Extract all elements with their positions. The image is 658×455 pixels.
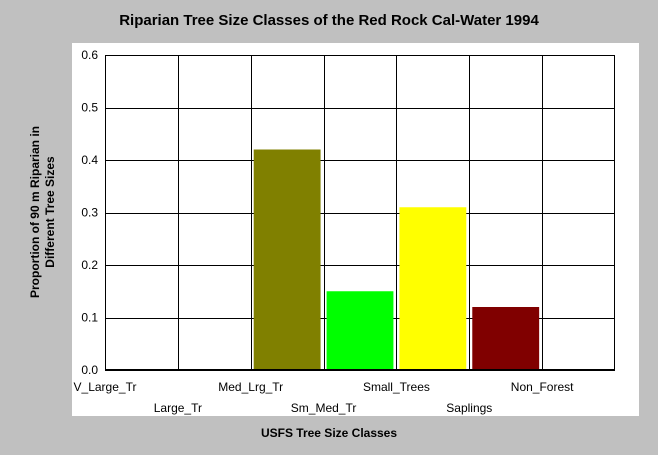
y-axis-label: Proportion of 90 m Riparian in Different… bbox=[28, 62, 58, 362]
y-tick-label: 0.3 bbox=[81, 206, 98, 220]
y-axis-label-line-1: Proportion of 90 m Riparian in bbox=[28, 126, 42, 299]
bars-layer bbox=[253, 149, 540, 370]
y-tick-label: 0.2 bbox=[81, 258, 98, 272]
y-tick-label: 0.5 bbox=[81, 101, 98, 115]
plot-frame-layer bbox=[105, 55, 615, 370]
x-tick-labels: V_Large_Tr Large_Tr Med_Lrg_Tr Sm_Med_Tr Sma… bbox=[74, 380, 575, 415]
chart-title: Riparian Tree Size Classes of the Red Ro… bbox=[119, 12, 539, 29]
y-axis-label-line-2: Different Tree Sizes bbox=[43, 156, 57, 268]
x-tick-label: V_Large_Tr bbox=[74, 380, 137, 394]
x-axis-label: USFS Tree Size Classes bbox=[260, 426, 398, 440]
bar-saplings bbox=[472, 307, 540, 370]
bar-sm-med-tr bbox=[326, 291, 394, 370]
bar-small-trees bbox=[399, 207, 467, 370]
x-tick-label: Sm_Med_Tr bbox=[291, 401, 357, 415]
x-tick-label: Non_Forest bbox=[511, 380, 574, 394]
y-tick-label: 0.4 bbox=[81, 153, 98, 167]
y-tick-labels: 0.0 0.1 0.2 0.3 0.4 0.5 0.6 bbox=[81, 48, 98, 377]
y-tick-label: 0.0 bbox=[81, 363, 98, 377]
x-tick-label: Saplings bbox=[446, 401, 492, 415]
plot-frame bbox=[105, 55, 615, 370]
y-tick-label: 0.1 bbox=[81, 311, 98, 325]
x-tick-label: Med_Lrg_Tr bbox=[218, 380, 283, 394]
y-tick-label: 0.6 bbox=[81, 48, 98, 62]
x-tick-label: Large_Tr bbox=[154, 401, 202, 415]
x-tick-label: Small_Trees bbox=[363, 380, 430, 394]
bar-med-lrg-tr bbox=[253, 149, 321, 370]
